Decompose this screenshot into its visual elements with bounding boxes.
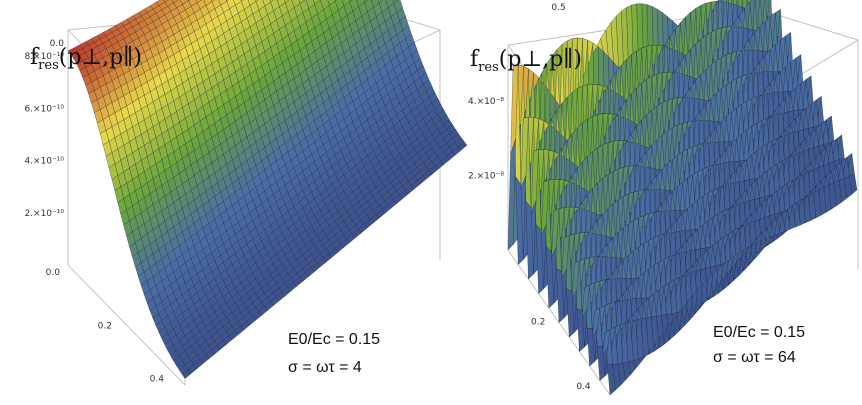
y-tick-label: 0.0 (50, 39, 65, 49)
title-args: (p⊥,p∥) (499, 47, 582, 72)
x-tick-label: 0.2 (531, 317, 545, 327)
surface-left (67, 0, 468, 379)
x-tick-label: 0.0 (46, 268, 61, 278)
title-main: f (470, 47, 480, 72)
z-tick-label: 4.×10⁻¹⁰ (24, 157, 64, 167)
axis-ticks-left: 2.×10⁻¹⁰ 4.×10⁻¹⁰ 6.×10⁻¹⁰ 8.×10⁻¹⁰ 0.0 0.2 0.… (24, 39, 165, 385)
surface-cell (363, 0, 368, 3)
surface-cell (269, 0, 274, 3)
z-tick-label: 4.×10⁻⁸ (468, 97, 504, 107)
title-sub: res (38, 58, 59, 73)
surface-cell (240, 0, 244, 2)
surface-cell (378, 0, 384, 4)
annotation-ratio-right: E0/Ec = 0.15 (713, 324, 805, 341)
panel-left: 2.×10⁻¹⁰ 4.×10⁻¹⁰ 6.×10⁻¹⁰ 8.×10⁻¹⁰ 0.0 0.2 0.… (24, 0, 468, 386)
surface-cell (255, 0, 259, 2)
title-main: f (30, 45, 40, 70)
panel-right: 2.×10⁻⁸4.×10⁻⁸0.20.40.51.01.52.0 fres(p⊥… (468, 0, 859, 396)
chart-title-left: fres(p⊥,p∥) (30, 45, 142, 73)
surface-cell (349, 0, 353, 2)
title-sub: res (478, 60, 499, 75)
x-tick-label: 0.4 (150, 375, 165, 385)
x-tick-label: 0.4 (576, 382, 591, 392)
surface-cell (210, 0, 215, 2)
title-args: (p⊥,p∥) (59, 45, 142, 70)
axis-ticks-right: 2.×10⁻⁸4.×10⁻⁸0.20.40.51.01.52.0 (468, 3, 591, 392)
surface-cell (507, 138, 516, 251)
chart-title-right: fres(p⊥,p∥) (470, 47, 582, 75)
z-tick-label: 8.×10⁻¹⁰ (24, 52, 64, 62)
z-tick-label: 2.×10⁻¹⁰ (24, 209, 64, 219)
surface-cell (225, 0, 229, 2)
z-tick-label: 6.×10⁻¹⁰ (24, 104, 64, 114)
surface-right (507, 0, 858, 396)
surface-cell (284, 0, 290, 3)
surface-cell (67, 47, 78, 55)
annotation-ratio-left: E0/Ec = 0.15 (288, 331, 380, 348)
y-tick-label: 0.5 (551, 3, 565, 13)
annotation-sigma-left: σ = ωτ = 4 (288, 359, 362, 376)
x-tick-label: 0.2 (98, 321, 112, 331)
annotation-sigma-right: σ = ωτ = 64 (713, 349, 796, 366)
z-tick-label: 2.×10⁻⁸ (468, 171, 504, 181)
